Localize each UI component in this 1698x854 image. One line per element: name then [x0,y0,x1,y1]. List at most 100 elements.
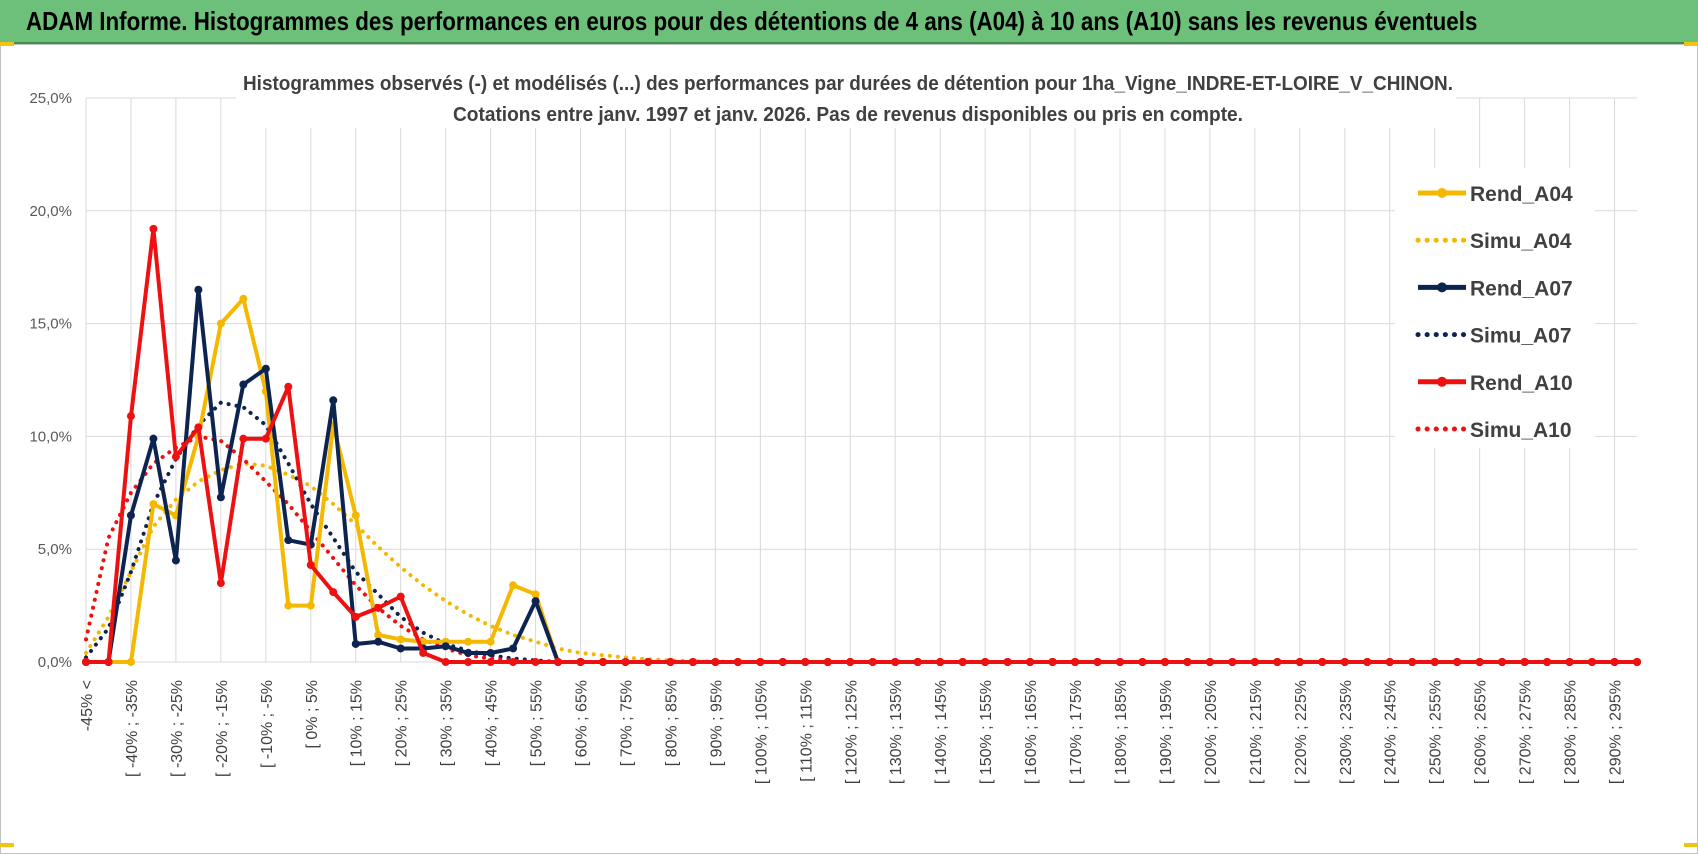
data-point-rend-a10 [554,658,563,666]
legend-label-rend-a04: Rend_A04 [1470,183,1573,206]
series-layer [82,224,1641,666]
data-point-rend-a10 [868,658,877,666]
data-point-rend-a10 [958,658,967,666]
data-point-rend-a10 [778,658,787,666]
y-tick-label: 10,0% [29,428,72,445]
data-point-rend-a07 [464,648,473,657]
data-point-rend-a10 [1340,658,1349,666]
data-point-rend-a10 [261,434,270,443]
data-point-rend-a07 [126,511,135,520]
data-point-rend-a10 [576,658,585,666]
x-tick-label: [ 40% ; 45% [484,680,501,766]
data-point-rend-a04 [351,511,360,520]
x-tick-label: [ 150% ; 155% [978,680,995,784]
x-tick-label: [ 0% ; 5% [304,680,321,748]
legend-marker-rend-a04 [1437,188,1447,198]
x-tick-label: -45% < [79,680,96,731]
data-point-rend-a10 [1318,658,1327,666]
data-point-rend-a10 [351,612,360,621]
data-point-rend-a10 [1385,658,1394,666]
data-point-rend-a10 [1205,658,1214,666]
data-point-rend-a10 [621,658,630,666]
legend-label-rend-a10: Rend_A10 [1470,372,1573,395]
data-point-rend-a04 [531,590,540,599]
x-tick-label: [ 120% ; 125% [843,680,860,784]
x-tick-label: [ 90% ; 95% [708,680,725,766]
data-point-rend-a04 [464,637,473,646]
data-point-rend-a10 [329,588,338,597]
data-point-rend-a10 [464,658,473,666]
x-tick-label: [ 100% ; 105% [753,680,770,784]
data-point-rend-a10 [666,658,675,666]
banner-title: ADAM Informe. Histogrammes des performan… [26,6,1478,36]
x-tick-label: [ 270% ; 275% [1518,680,1535,784]
x-tick-label: [ 250% ; 255% [1428,680,1445,784]
data-point-rend-a10 [1588,658,1597,666]
data-point-rend-a10 [1565,658,1574,666]
data-point-rend-a10 [823,658,832,666]
data-point-rend-a04 [216,319,225,328]
corner-mark [1684,42,1698,46]
data-point-rend-a10 [284,382,293,391]
corner-mark [1684,843,1698,847]
data-point-rend-a10 [756,658,765,666]
x-tick-label: [ 110% ; 115% [798,680,815,782]
x-tick-label: [ -20% ; -15% [214,680,231,777]
series-line-rend-a10 [86,226,1637,664]
x-tick-label: [ 10% ; 15% [349,680,366,766]
data-point-rend-a10 [531,658,540,666]
legend-marker-rend-a07 [1437,282,1447,293]
legend-label-simu-a04: Simu_A04 [1470,230,1572,253]
x-tick-label: [ 220% ; 225% [1293,680,1310,784]
x-tick-label: [ 290% ; 295% [1608,680,1625,784]
x-tick-label: [ 200% ; 205% [1203,680,1220,784]
data-point-rend-a10 [1183,658,1192,666]
data-point-rend-a10 [306,560,315,569]
series-line-simu-a10 [84,434,1639,664]
y-tick-label: 0,0% [38,654,72,671]
gridlines [85,97,1637,663]
x-tick-label: [ -40% ; -35% [124,680,141,777]
data-point-rend-a10 [1048,658,1057,666]
data-point-rend-a07 [149,434,158,443]
x-tick-label: [ 210% ; 215% [1248,680,1265,784]
data-point-rend-a10 [374,603,383,612]
data-point-rend-a07 [351,639,360,648]
data-point-rend-a10 [82,658,90,666]
data-point-rend-a10 [1430,658,1439,666]
data-point-rend-a04 [126,658,135,666]
data-point-rend-a10 [846,658,855,666]
x-tick-label: [ 160% ; 165% [1023,680,1040,784]
x-tick-label: [ 50% ; 55% [529,680,546,766]
data-point-rend-a10 [509,658,518,666]
data-point-rend-a07 [531,597,540,606]
data-point-rend-a04 [374,630,383,639]
data-point-rend-a10 [149,224,158,233]
x-tick-label: [ 280% ; 285% [1563,680,1580,784]
x-tick-label: [ 70% ; 75% [618,680,635,766]
x-tick-label: [ 170% ; 175% [1068,680,1085,784]
y-tick-label: 20,0% [29,203,72,220]
data-point-rend-a10 [1116,658,1124,666]
data-point-rend-a10 [104,658,113,666]
legend-marker-rend-a10 [1437,376,1447,387]
y-tick-label: 15,0% [29,316,72,333]
data-point-rend-a10 [1363,658,1372,666]
data-point-rend-a04 [509,581,518,590]
data-point-rend-a10 [1610,658,1619,666]
data-point-rend-a07 [486,648,495,657]
data-point-rend-a04 [306,601,315,610]
x-tick-label: [ 260% ; 265% [1473,680,1490,784]
data-point-rend-a10 [171,452,180,461]
data-point-rend-a10 [1408,658,1417,666]
data-point-rend-a07 [329,396,338,405]
x-axis: -45% < [ -40% ; -35% [ -30% ; -25% [ -20% ;… [79,680,1625,784]
x-tick-label: [ 80% ; 85% [663,680,680,766]
data-point-rend-a10 [126,412,135,421]
x-tick-label: [ 140% ; 145% [933,680,950,784]
data-point-rend-a10 [711,658,720,666]
chart-subtitle: Cotations entre janv. 1997 et janv. 2026… [453,104,1243,126]
y-tick-label: 5,0% [38,541,72,558]
data-point-rend-a10 [216,579,225,588]
data-point-rend-a10 [643,658,652,666]
